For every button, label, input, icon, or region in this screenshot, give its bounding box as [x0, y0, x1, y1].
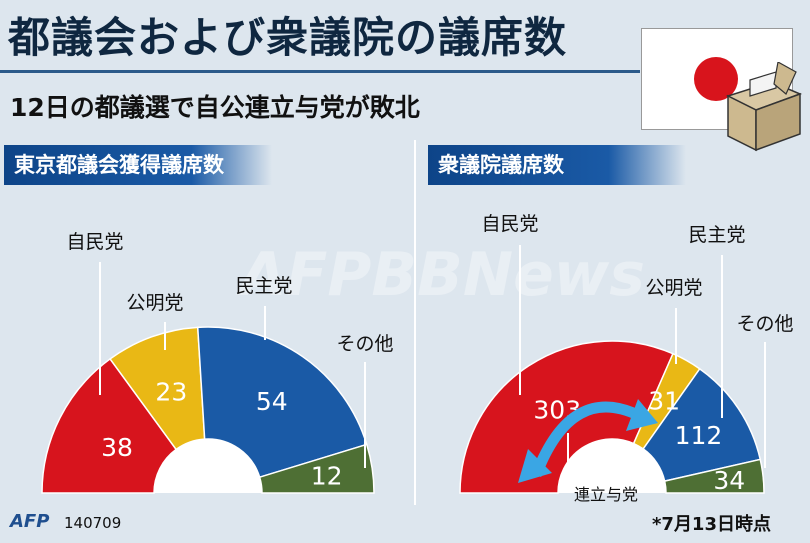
category-label-1-dpj: 民主党	[688, 224, 745, 246]
date-note: *7月13日時点	[652, 514, 771, 535]
ballot-box-icon	[726, 62, 803, 152]
value-label-0-komeito: 23	[155, 377, 187, 406]
coalition-arrowhead-right	[626, 399, 658, 431]
category-label-0-dpj: 民主党	[235, 275, 292, 297]
value-label-0-others: 12	[311, 461, 343, 490]
category-label-0-komeito: 公明党	[126, 292, 183, 314]
coalition-label: 連立与党	[574, 485, 638, 504]
value-label-1-komeito: 31	[648, 387, 680, 416]
panel-title-lower-house: 衆議院議席数	[428, 145, 686, 185]
category-label-1-ldp: 自民党	[481, 213, 538, 235]
coalition-arrow	[530, 401, 645, 477]
flag-disc	[694, 57, 738, 101]
chart-0-hole	[154, 439, 262, 493]
value-label-1-others: 34	[713, 466, 745, 495]
watermark: AFPBBNews	[240, 240, 645, 310]
value-label-1-dpj: 112	[675, 421, 723, 450]
chart-1-hole	[558, 439, 666, 493]
category-label-1-others: その他	[736, 313, 793, 335]
value-label-0-dpj: 54	[256, 387, 288, 416]
page-subtitle: 12日の都議選で自公連立与党が敗北	[10, 93, 420, 122]
graphic-code: 140709	[64, 514, 122, 532]
page-title: 都議会および衆議院の議席数	[8, 13, 568, 62]
coalition-arrowhead-left	[518, 449, 552, 483]
title-underline	[0, 70, 640, 73]
category-label-0-others: その他	[336, 333, 393, 355]
value-label-0-ldp: 38	[101, 433, 133, 462]
afp-logo: AFP	[10, 511, 50, 532]
panel-title-tokyo: 東京都議会獲得議席数	[4, 145, 272, 185]
panel-divider	[414, 140, 416, 505]
category-label-0-ldp: 自民党	[66, 231, 123, 253]
category-label-1-komeito: 公明党	[645, 277, 702, 299]
